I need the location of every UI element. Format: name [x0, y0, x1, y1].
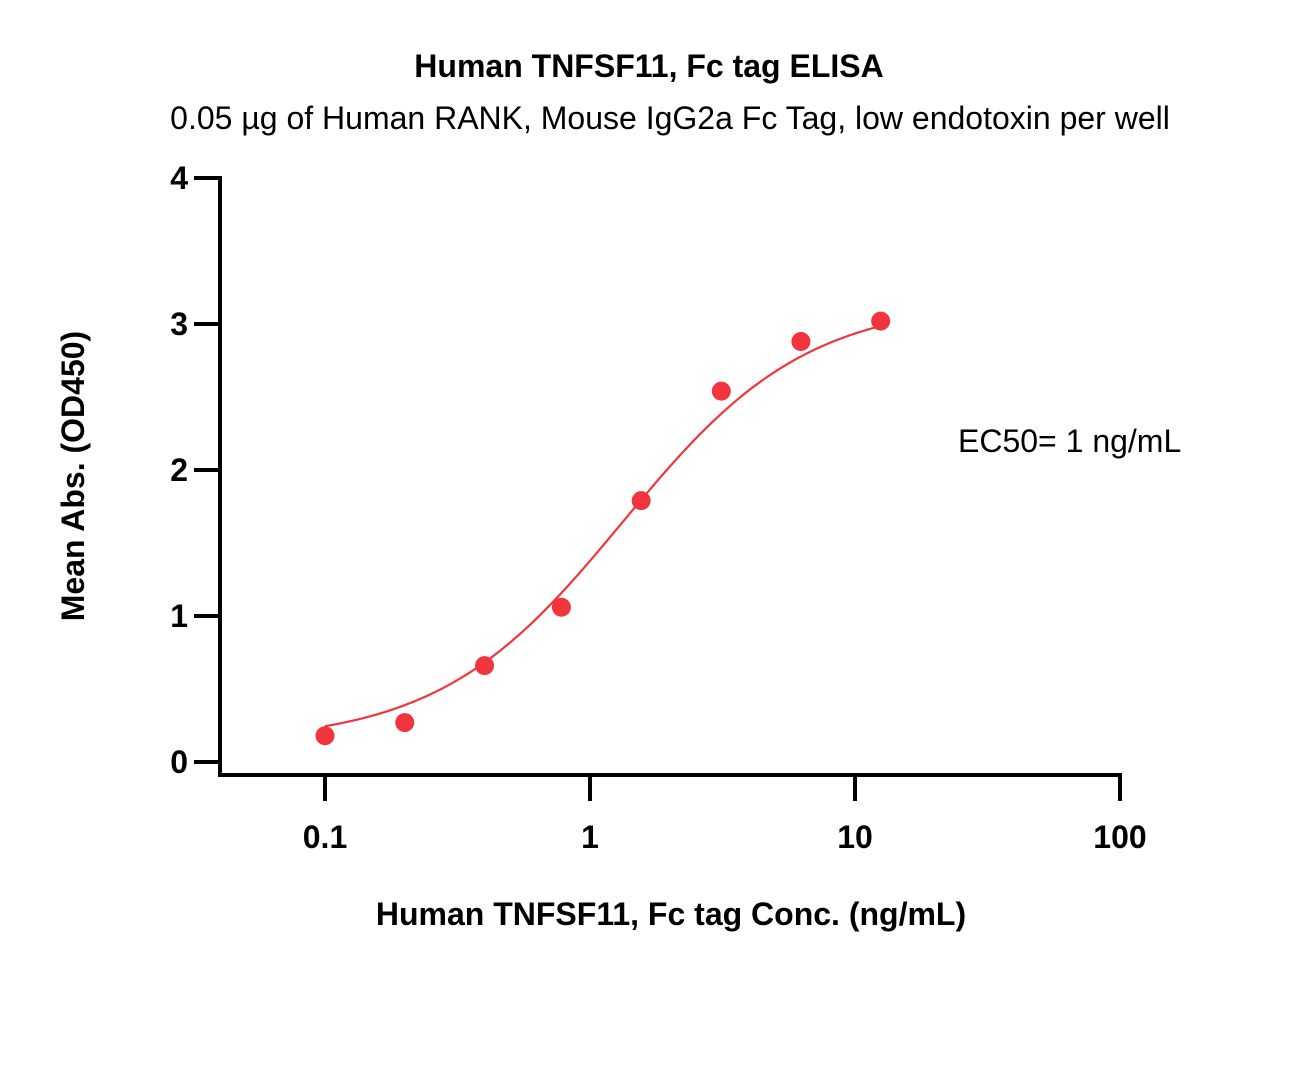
y-tick-label: 0 [170, 744, 188, 780]
data-points [315, 311, 891, 746]
data-point [871, 311, 891, 331]
data-point [791, 332, 811, 352]
x-tick-label: 100 [1093, 819, 1146, 855]
x-tick-label: 0.1 [303, 819, 347, 855]
x-tick-label: 10 [837, 819, 873, 855]
y-tick-label: 4 [170, 160, 188, 196]
fit-curve [324, 324, 881, 728]
chart-title: Human TNFSF11, Fc tag ELISA [414, 48, 884, 84]
data-point [395, 713, 415, 733]
axes: 0 1 2 3 4 0.1 1 10 100 [170, 160, 1146, 855]
data-point [551, 597, 571, 617]
y-tick-label: 1 [170, 598, 188, 634]
data-point [711, 381, 731, 401]
chart-subtitle: 0.05 µg of Human RANK, Mouse IgG2a Fc Ta… [170, 100, 1170, 136]
y-tick-label: 2 [170, 452, 188, 488]
y-tick-label: 3 [170, 306, 188, 342]
data-point [475, 656, 495, 676]
y-axis-title: Mean Abs. (OD450) [55, 331, 91, 621]
data-point [631, 491, 651, 511]
x-tick-label: 1 [581, 819, 599, 855]
x-axis-title: Human TNFSF11, Fc tag Conc. (ng/mL) [376, 896, 966, 932]
ec50-annotation: EC50= 1 ng/mL [958, 423, 1181, 459]
data-point [315, 726, 335, 746]
